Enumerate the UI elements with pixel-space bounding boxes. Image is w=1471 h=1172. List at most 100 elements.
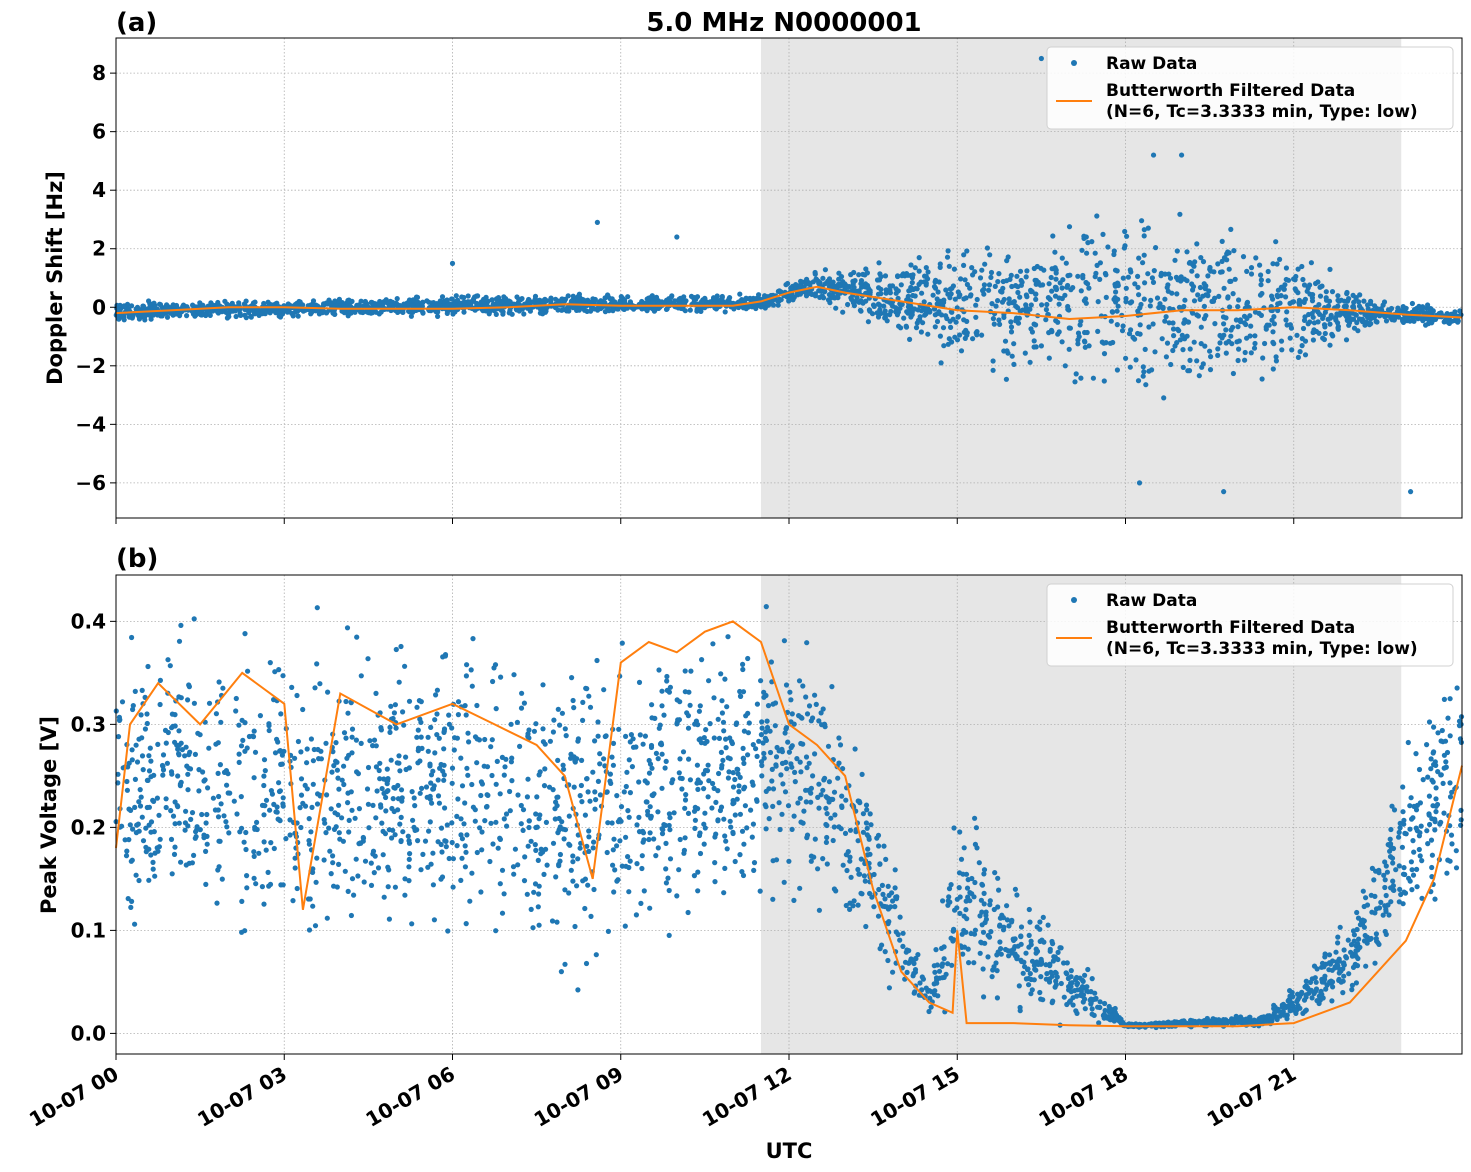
raw-data-point (182, 827, 188, 833)
raw-data-point (725, 634, 731, 640)
raw-data-point (478, 889, 484, 895)
raw-data-point (1127, 300, 1133, 306)
raw-data-point (1400, 901, 1406, 907)
raw-data-point (788, 296, 794, 302)
raw-data-point (485, 792, 491, 799)
raw-data-point (316, 756, 322, 762)
raw-data-point (910, 272, 916, 278)
raw-data-point (728, 824, 734, 830)
raw-data-point (703, 727, 709, 733)
raw-data-point (1444, 870, 1450, 876)
raw-data-point (577, 793, 583, 799)
raw-data-point (304, 760, 310, 766)
raw-data-point (1082, 1006, 1088, 1012)
raw-data-point (748, 807, 754, 813)
raw-data-point (628, 732, 635, 738)
raw-data-point (137, 787, 143, 793)
raw-data-point (663, 880, 670, 886)
raw-data-point (726, 769, 732, 775)
raw-data-point (146, 877, 152, 883)
raw-data-point (1433, 796, 1439, 802)
raw-data-point (882, 273, 889, 279)
raw-data-point (1052, 984, 1058, 990)
raw-data-point (300, 706, 306, 713)
raw-data-point (1190, 287, 1196, 293)
raw-data-point (324, 792, 330, 798)
raw-data-point (759, 725, 765, 731)
raw-data-point (806, 280, 812, 286)
raw-data-point (1376, 306, 1382, 313)
raw-data-point (561, 836, 567, 842)
raw-data-point (1037, 926, 1043, 932)
raw-data-point (711, 695, 717, 701)
raw-data-point (267, 807, 273, 813)
raw-data-point (1307, 319, 1313, 325)
raw-data-point (830, 837, 836, 844)
raw-data-point (586, 828, 592, 834)
raw-data-point (919, 987, 925, 993)
raw-data-point (812, 271, 818, 277)
raw-data-point (532, 842, 538, 848)
raw-data-point (844, 867, 850, 874)
raw-data-point (426, 828, 432, 834)
raw-data-point (1115, 303, 1121, 309)
raw-data-point (1132, 281, 1138, 287)
raw-data-point (1227, 304, 1233, 310)
raw-data-point (801, 808, 807, 814)
raw-data-point (450, 311, 456, 317)
raw-data-point (1194, 312, 1200, 318)
raw-data-point (696, 708, 703, 714)
raw-data-point (1038, 55, 1044, 62)
raw-data-point (526, 824, 532, 831)
raw-data-point (1321, 336, 1327, 343)
raw-data-point (995, 875, 1001, 881)
raw-data-point (941, 343, 947, 349)
raw-data-point (1103, 294, 1109, 300)
raw-data-point (1034, 948, 1041, 955)
raw-data-point (1279, 347, 1285, 353)
raw-data-point (763, 604, 769, 610)
raw-data-point (463, 921, 469, 927)
raw-data-point (695, 869, 701, 875)
raw-data-point (659, 826, 665, 832)
raw-data-point (761, 694, 767, 700)
raw-data-point (410, 817, 416, 823)
raw-data-point (659, 299, 665, 305)
raw-data-point (1049, 266, 1055, 272)
raw-data-point (263, 797, 270, 803)
raw-data-point (160, 767, 167, 773)
raw-data-point (1382, 877, 1388, 883)
raw-data-point (1089, 976, 1095, 982)
raw-data-point (880, 891, 886, 898)
raw-data-point (610, 862, 616, 868)
raw-data-point (381, 894, 387, 900)
raw-data-point (124, 778, 130, 785)
raw-data-point (998, 951, 1004, 957)
raw-data-point (996, 317, 1002, 323)
raw-data-point (1215, 346, 1221, 352)
raw-data-point (414, 704, 420, 710)
raw-data-point (875, 913, 882, 919)
raw-data-point (952, 296, 958, 302)
raw-data-point (1091, 996, 1097, 1003)
raw-data-point (239, 898, 245, 905)
raw-data-point (1283, 294, 1289, 300)
raw-data-point (143, 312, 149, 318)
raw-data-point (1333, 949, 1339, 955)
raw-data-point (1433, 785, 1439, 791)
raw-data-point (745, 655, 751, 662)
raw-data-point (992, 283, 998, 289)
raw-data-point (1055, 949, 1061, 956)
raw-data-point (1335, 303, 1341, 309)
raw-data-point (581, 297, 587, 303)
raw-data-point (1414, 802, 1420, 809)
raw-data-point (121, 317, 127, 323)
raw-data-point (1075, 341, 1081, 347)
raw-data-point (1393, 867, 1399, 873)
raw-data-point (378, 804, 384, 810)
raw-data-point (997, 923, 1003, 929)
raw-data-point (144, 804, 150, 811)
raw-data-point (940, 898, 946, 904)
raw-data-point (1349, 982, 1355, 988)
raw-data-point (443, 844, 449, 850)
